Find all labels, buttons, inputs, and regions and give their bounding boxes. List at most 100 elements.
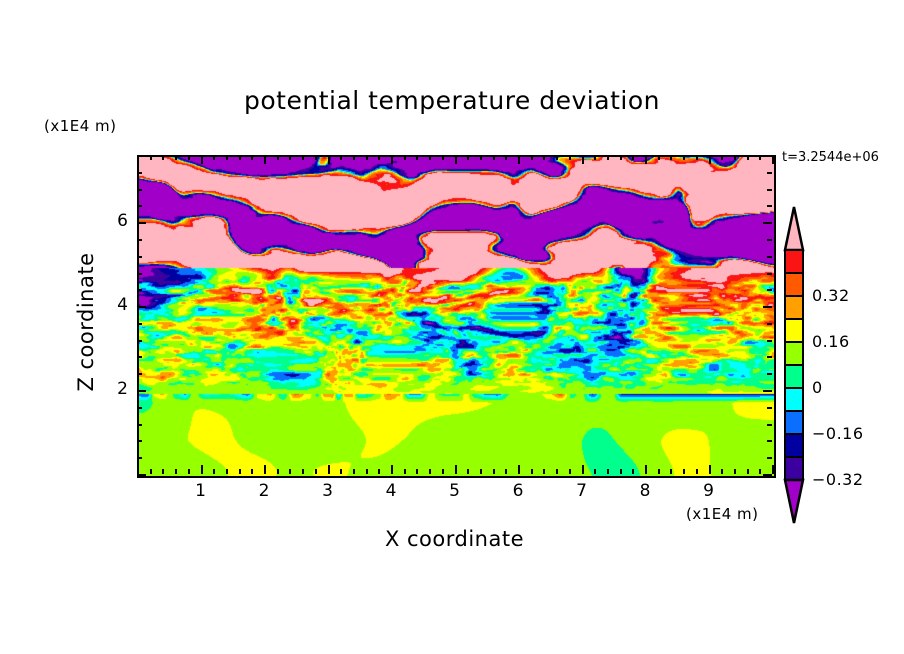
colorbar-tick-label: 0 <box>812 378 823 397</box>
colorbar-tick-label: −0.16 <box>812 424 864 443</box>
y-major-tick <box>137 474 146 476</box>
x-minor-tick <box>734 469 736 474</box>
x-minor-tick-top <box>213 155 215 160</box>
x-major-tick <box>518 465 520 474</box>
x-tick-label: 5 <box>449 481 460 501</box>
y-tick-label: 2 <box>117 379 128 400</box>
x-minor-tick <box>480 469 482 474</box>
x-major-tick <box>645 465 647 474</box>
x-minor-tick <box>226 469 228 474</box>
x-major-tick-top <box>455 155 457 164</box>
x-minor-tick <box>340 469 342 474</box>
x-major-tick <box>709 465 711 474</box>
x-major-tick <box>772 465 774 474</box>
x-minor-tick <box>289 469 291 474</box>
y-tick-label: 4 <box>117 295 128 316</box>
x-minor-tick-top <box>556 155 558 160</box>
y-minor-tick <box>137 424 142 426</box>
x-minor-tick <box>404 469 406 474</box>
x-minor-tick-top <box>467 155 469 160</box>
y-minor-tick-right <box>767 407 772 409</box>
y-minor-tick-right <box>767 457 772 459</box>
y-minor-tick-right <box>767 356 772 358</box>
x-minor-tick <box>607 469 609 474</box>
y-minor-tick <box>137 323 142 325</box>
x-minor-tick <box>531 469 533 474</box>
x-minor-tick <box>366 469 368 474</box>
x-minor-tick-top <box>226 155 228 160</box>
x-minor-tick <box>543 469 545 474</box>
x-major-tick-top <box>645 155 647 164</box>
x-major-tick-top <box>201 155 203 164</box>
x-major-tick <box>137 465 139 474</box>
x-major-tick-top <box>772 155 774 164</box>
x-major-tick-top <box>328 155 330 164</box>
y-minor-tick-right <box>767 256 772 258</box>
colorbar-tick-label: 0.32 <box>812 286 850 305</box>
x-tick-label: 1 <box>195 481 206 501</box>
x-major-tick <box>201 465 203 474</box>
y-minor-tick-right <box>767 340 772 342</box>
x-minor-tick-top <box>480 155 482 160</box>
x-major-tick <box>582 465 584 474</box>
x-minor-tick-top <box>734 155 736 160</box>
y-minor-tick-right <box>767 323 772 325</box>
x-minor-tick <box>353 469 355 474</box>
x-minor-tick <box>162 469 164 474</box>
x-minor-tick-top <box>531 155 533 160</box>
x-minor-tick <box>493 469 495 474</box>
x-minor-tick-top <box>429 155 431 160</box>
x-minor-tick <box>150 469 152 474</box>
x-minor-tick-top <box>620 155 622 160</box>
y-minor-tick-right <box>767 239 772 241</box>
colorbar <box>782 206 806 524</box>
x-tick-label: 6 <box>512 481 524 501</box>
x-major-tick-top <box>137 155 139 164</box>
y-major-tick-right <box>763 474 772 476</box>
x-minor-tick-top <box>670 155 672 160</box>
x-tick-label: 3 <box>322 481 333 501</box>
y-major-tick <box>137 390 146 392</box>
x-minor-tick <box>251 469 253 474</box>
x-tick-label: 8 <box>639 481 651 501</box>
y-minor-tick <box>137 340 142 342</box>
y-minor-tick-right <box>767 373 772 375</box>
x-tick-label: 9 <box>703 481 714 501</box>
x-minor-tick-top <box>150 155 152 160</box>
x-minor-tick-top <box>594 155 596 160</box>
y-tick-label: 6 <box>117 211 128 232</box>
x-minor-tick-top <box>340 155 342 160</box>
x-major-tick <box>455 465 457 474</box>
x-minor-tick-top <box>404 155 406 160</box>
x-minor-tick-top <box>188 155 190 160</box>
x-tick-label: 4 <box>385 481 397 501</box>
contour-field-canvas <box>139 157 774 476</box>
x-minor-tick <box>696 469 698 474</box>
x-minor-tick <box>277 469 279 474</box>
x-minor-tick-top <box>302 155 304 160</box>
x-minor-tick-top <box>759 155 761 160</box>
x-minor-tick-top <box>658 155 660 160</box>
x-minor-tick-top <box>607 155 609 160</box>
x-minor-tick-top <box>277 155 279 160</box>
x-tick-label: 2 <box>258 481 270 501</box>
x-minor-tick-top <box>442 155 444 160</box>
x-major-tick-top <box>518 155 520 164</box>
x-minor-tick-top <box>366 155 368 160</box>
y-minor-tick <box>137 356 142 358</box>
y-minor-tick <box>137 239 142 241</box>
x-minor-tick <box>759 469 761 474</box>
y-axis-title: Z coordinate <box>74 252 98 392</box>
x-minor-tick <box>683 469 685 474</box>
x-minor-tick-top <box>543 155 545 160</box>
x-minor-tick-top <box>416 155 418 160</box>
x-minor-tick <box>556 469 558 474</box>
y-minor-tick-right <box>767 189 772 191</box>
x-minor-tick-top <box>251 155 253 160</box>
x-minor-tick-top <box>289 155 291 160</box>
x-minor-tick-top <box>353 155 355 160</box>
y-major-tick-right <box>763 222 772 224</box>
x-minor-tick-top <box>162 155 164 160</box>
plot-area <box>137 155 776 478</box>
x-major-tick-top <box>582 155 584 164</box>
